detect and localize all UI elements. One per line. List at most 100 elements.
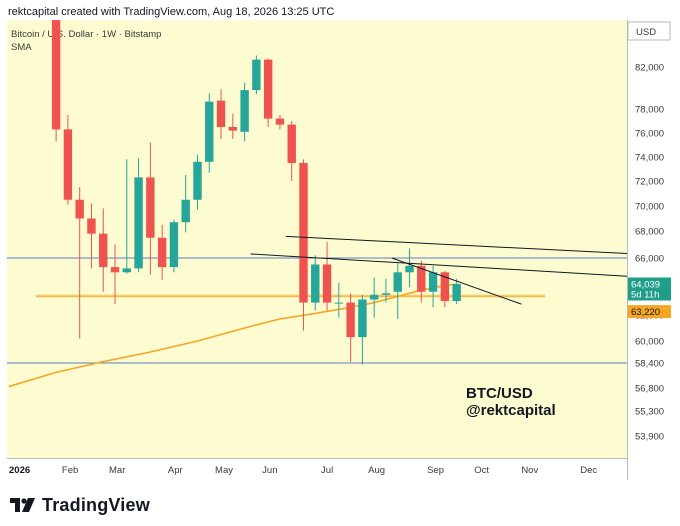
y-tick-label: 70,000 [635, 202, 664, 213]
chart-area[interactable]: Bitcoin / U.S. Dollar · 1W · Bitstamp SMA… [7, 20, 672, 480]
tradingview-logo-icon [10, 498, 35, 512]
trendline [391, 257, 522, 305]
candle [452, 278, 461, 305]
candle-body [334, 302, 344, 304]
footer: TradingView [10, 493, 150, 517]
x-tick-label: Jul [321, 465, 333, 476]
support-price-box [628, 305, 671, 319]
y-tick-label: 66,000 [635, 254, 664, 265]
candle [346, 293, 355, 362]
x-tick-label: Oct [474, 465, 489, 476]
candle [110, 244, 120, 305]
candle [369, 277, 379, 318]
y-tick-label: 82,000 [635, 63, 664, 74]
candle-body [205, 101, 214, 162]
current-price-countdown: 5d 11h [631, 289, 659, 300]
time-axis-background [7, 458, 627, 480]
candle-body [181, 199, 190, 223]
candle-body [228, 127, 238, 131]
candle-body [87, 218, 96, 234]
candle-body [440, 272, 450, 302]
candle [193, 154, 202, 210]
candle [322, 241, 332, 311]
candle [122, 159, 131, 274]
x-tick-label: Aug [368, 465, 385, 476]
candle-body [134, 177, 143, 269]
candle [169, 219, 179, 273]
y-tick-label: 53,900 [635, 432, 664, 443]
candle-body [287, 124, 296, 163]
x-tick-label: Mar [109, 465, 125, 476]
candle-body [393, 272, 402, 292]
currency-label: USD [636, 27, 656, 38]
annotation-line2: @rektcapital [466, 402, 556, 419]
candle-body [99, 233, 108, 268]
candle-body [452, 284, 461, 302]
candle [87, 203, 96, 269]
candle [51, 20, 61, 142]
y-tick-label: 56,800 [635, 384, 664, 395]
candle [205, 93, 214, 173]
y-tick-label: 58,400 [635, 359, 664, 370]
candle [63, 115, 73, 205]
y-tick-label: 60,000 [635, 337, 664, 348]
current-price-box [628, 277, 671, 301]
plot-background [7, 20, 627, 458]
candle [275, 115, 285, 130]
candle-body [358, 299, 367, 338]
candle-body [275, 118, 285, 125]
price-axis-background [627, 20, 672, 480]
candle [334, 282, 344, 318]
candle-body [299, 163, 308, 303]
current-price-value: 64,039 [631, 279, 660, 290]
candle-body [216, 100, 226, 127]
tradingview-brand: TradingView [42, 494, 150, 515]
trendline [250, 253, 628, 277]
candle [146, 142, 155, 275]
candle-body [146, 177, 155, 238]
candle [240, 82, 249, 142]
y-tick-label: 68,000 [635, 227, 664, 238]
candle [311, 255, 320, 311]
candle [252, 55, 261, 95]
x-tick-label: Apr [168, 465, 183, 476]
candle-body [252, 59, 261, 91]
candle [417, 260, 426, 303]
y-tick-label: 74,000 [635, 153, 664, 164]
y-tick-label: 76,000 [635, 129, 664, 140]
candle-body [63, 129, 73, 200]
candle-body [381, 293, 391, 295]
x-tick-label: 2026 [9, 465, 30, 476]
candle-body [405, 265, 414, 273]
annotation-line1: BTC/USD [466, 385, 533, 402]
candle-body [240, 90, 249, 132]
x-tick-label: Sep [427, 465, 444, 476]
candle [181, 175, 190, 233]
candle [75, 187, 84, 339]
header-text: rektcapital created with TradingView.com… [8, 6, 335, 18]
candle-body [346, 302, 355, 338]
symbol-label: Bitcoin / U.S. Dollar · 1W · Bitstamp [11, 29, 161, 40]
chart-header: rektcapital created with TradingView.com… [8, 6, 334, 18]
candle-body [169, 222, 179, 268]
candle-body [311, 264, 320, 303]
y-tick-label: 78,000 [635, 105, 664, 116]
candle [405, 248, 414, 288]
candle-body [193, 161, 202, 200]
candle-body [417, 265, 426, 292]
y-tick-label: 72,000 [635, 177, 664, 188]
price-chart[interactable]: Bitcoin / U.S. Dollar · 1W · Bitstamp SMA… [7, 20, 672, 480]
candle-body [75, 199, 84, 219]
candle-body [157, 237, 167, 268]
candle [216, 89, 226, 139]
candle-body [51, 20, 61, 130]
candle [299, 159, 308, 331]
x-tick-label: Jun [262, 465, 277, 476]
candle-body [263, 59, 273, 119]
candle [157, 224, 167, 281]
candle [228, 113, 238, 139]
candle [393, 263, 402, 319]
candle-body [322, 264, 332, 303]
support-price-value: 63,220 [631, 307, 660, 318]
